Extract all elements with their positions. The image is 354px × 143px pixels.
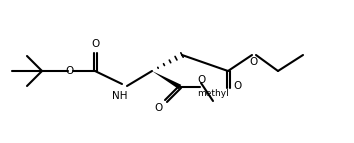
- Polygon shape: [152, 71, 181, 89]
- Text: methyl: methyl: [197, 89, 229, 98]
- Text: O: O: [155, 103, 163, 113]
- Text: O: O: [197, 75, 205, 85]
- Text: O: O: [65, 66, 73, 76]
- Text: O: O: [249, 57, 257, 67]
- Text: NH: NH: [112, 91, 128, 101]
- Text: O: O: [233, 81, 241, 91]
- Text: O: O: [91, 39, 99, 49]
